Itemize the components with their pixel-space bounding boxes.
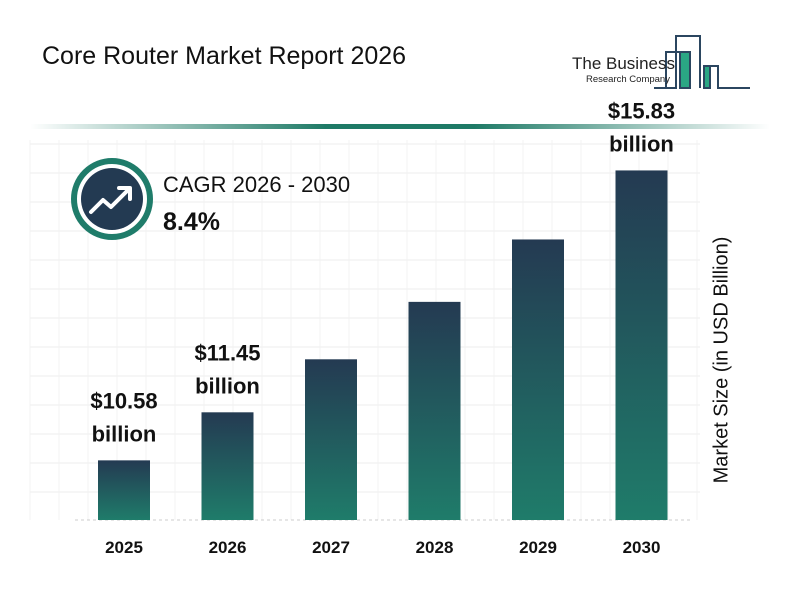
trend-up-arrow-icon xyxy=(89,187,131,214)
bar-2029 xyxy=(512,239,564,520)
data-label-value: $10.58 xyxy=(90,388,157,413)
bar-2025 xyxy=(98,460,150,520)
data-labels: $10.58 billion $11.45 billion $15.83 billion xyxy=(90,98,675,446)
x-tick-2030: 2030 xyxy=(623,538,661,557)
bar-2026 xyxy=(201,412,254,520)
x-tick-2029: 2029 xyxy=(519,538,557,557)
data-label-value: $11.45 xyxy=(194,340,260,365)
x-tick-labels: 2025 2026 2027 2028 2029 2030 xyxy=(105,538,660,557)
logo-buildings-icon xyxy=(654,35,750,89)
cagr-label: CAGR 2026 - 2030 xyxy=(163,172,351,197)
bar-2028 xyxy=(408,301,461,520)
data-label-unit: billion xyxy=(92,421,157,446)
page-title: Core Router Market Report 2026 xyxy=(42,42,407,70)
cagr-value: 8.4% xyxy=(163,208,220,236)
header-divider xyxy=(30,124,770,129)
data-label-unit: billion xyxy=(195,373,260,398)
bar-2030 xyxy=(615,170,668,520)
data-label-value: $15.83 xyxy=(608,98,675,123)
x-tick-2026: 2026 xyxy=(209,538,247,557)
company-logo: The Business Research Company xyxy=(568,32,758,92)
y-axis-label: Market Size (in USD Billion) xyxy=(710,236,733,484)
bar-2027 xyxy=(305,359,357,520)
x-tick-2028: 2028 xyxy=(416,538,454,557)
logo-text-line2: Research Company xyxy=(586,74,670,85)
data-label-unit: billion xyxy=(609,131,674,156)
bars xyxy=(98,170,668,520)
x-tick-2025: 2025 xyxy=(105,538,143,557)
x-tick-2027: 2027 xyxy=(312,538,350,557)
logo-text-line1: The Business xyxy=(572,54,675,73)
cagr-icon xyxy=(71,158,153,240)
